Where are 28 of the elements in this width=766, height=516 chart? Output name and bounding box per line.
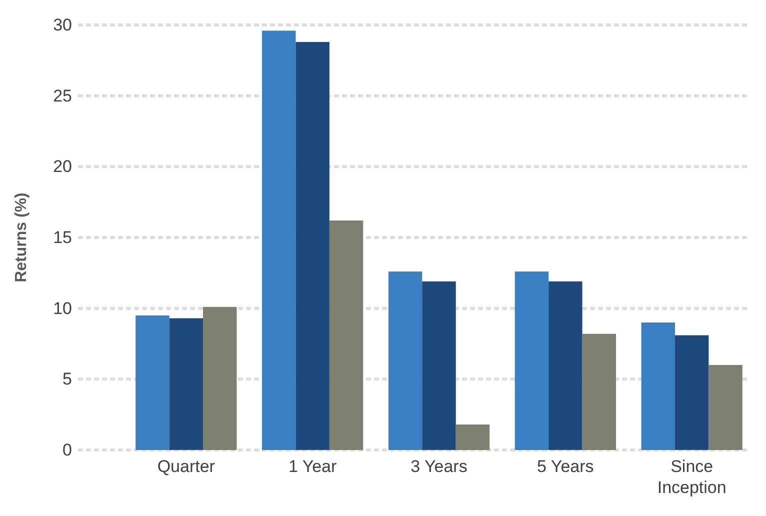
y-tick-label: 25 (53, 86, 72, 106)
bar (708, 365, 742, 450)
bar (582, 334, 616, 450)
x-tick-label: 5 Years (537, 457, 594, 476)
x-tick-label: Quarter (157, 457, 216, 476)
y-tick-label: 15 (53, 228, 72, 247)
bar (296, 42, 330, 450)
x-tick-label: Since Inception (657, 457, 726, 497)
bar (388, 272, 422, 450)
y-tick-label: 20 (53, 157, 72, 176)
x-tick-label: 3 Years (410, 457, 468, 476)
bar (674, 335, 709, 450)
bar (203, 306, 237, 450)
y-tick-label: 5 (62, 370, 72, 389)
bar (262, 30, 296, 450)
y-tick-label: 10 (53, 298, 72, 318)
bar (548, 281, 582, 450)
x-tick-label: 1 Year (288, 457, 338, 476)
y-axis-title: Returns (%) (13, 192, 30, 282)
bar (136, 315, 170, 450)
bar (422, 281, 456, 450)
y-tick-label: 30 (53, 15, 72, 34)
y-tick-label: 0 (62, 440, 72, 460)
bar (514, 272, 549, 450)
bar (169, 318, 204, 450)
bar (329, 220, 364, 450)
bar (641, 322, 675, 450)
bar (456, 424, 490, 450)
